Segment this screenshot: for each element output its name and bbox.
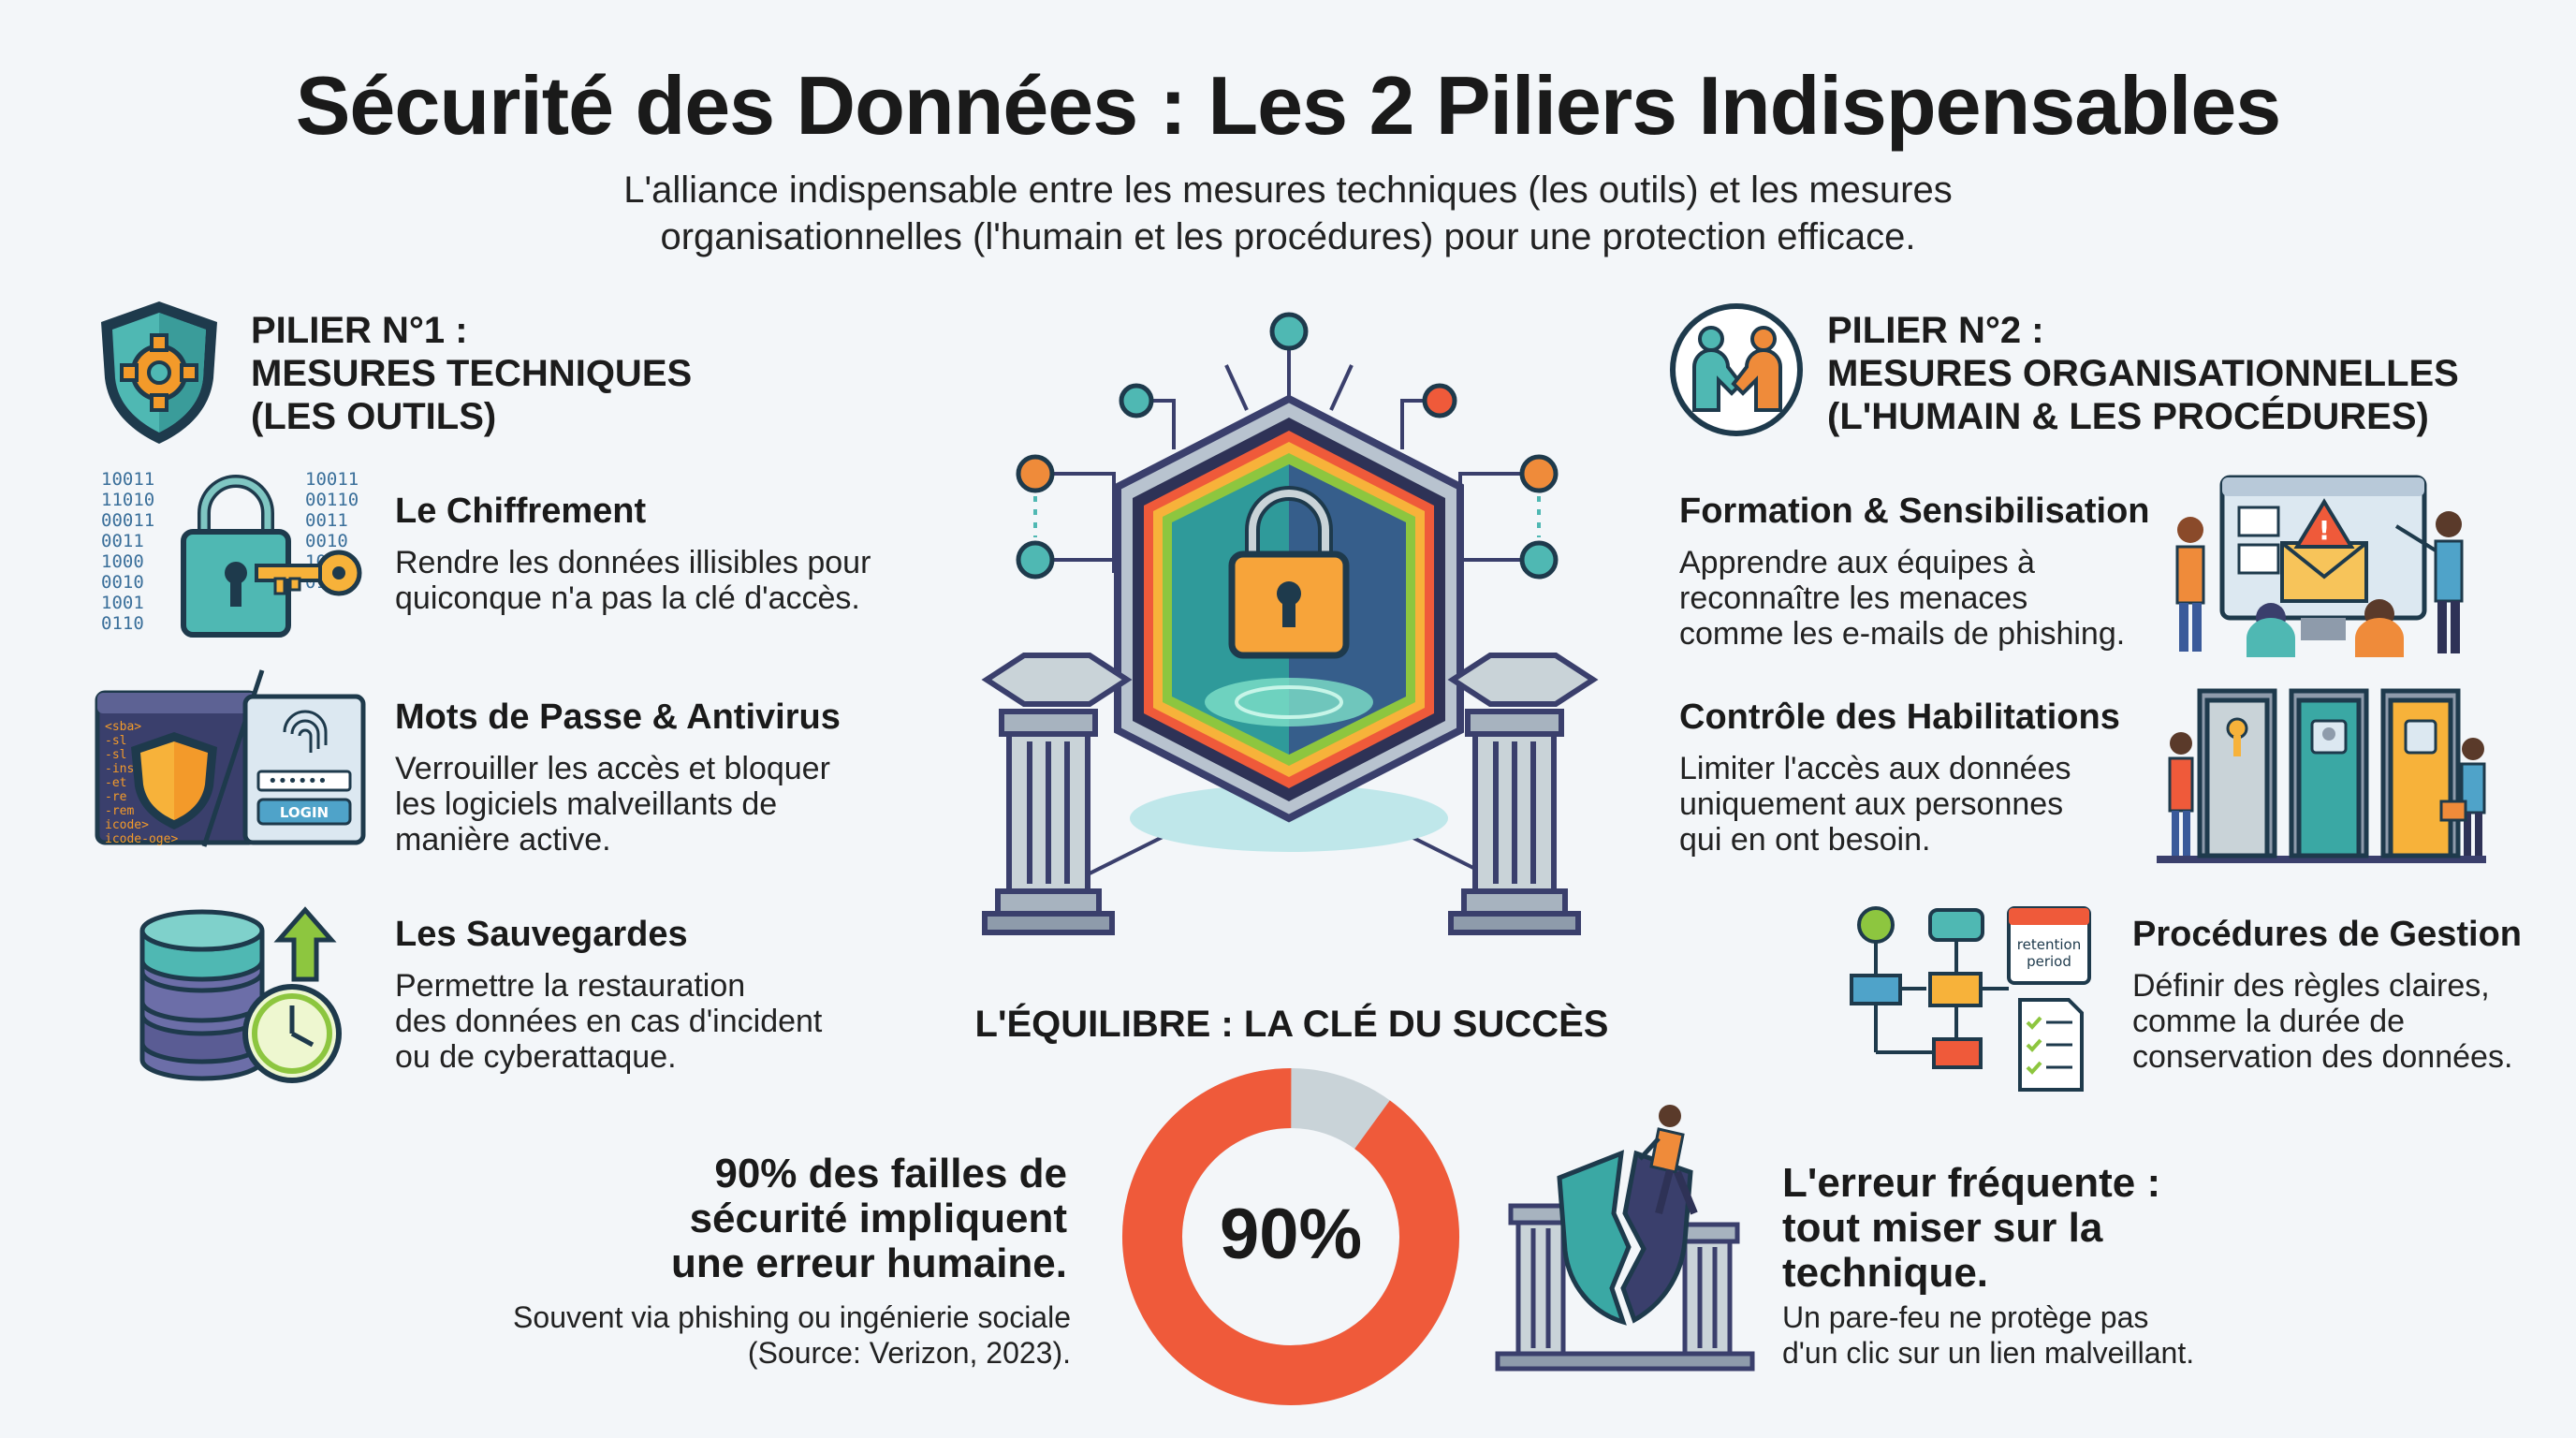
code-text: -et (105, 776, 126, 790)
binary-text: 0011 (101, 531, 144, 551)
svg-text:LOGIN: LOGIN (280, 804, 329, 821)
passwords-title: Mots de Passe & Antivirus (395, 697, 841, 737)
code-text: -sl (105, 748, 126, 762)
code-text: -ins (105, 762, 134, 776)
training-title: Formation & Sensibilisation (1679, 492, 2150, 531)
pillar1-item-encryption: Le Chiffrement Rendre les données illisi… (395, 491, 919, 616)
database-clock-icon (139, 906, 342, 1083)
access-doors-icon (2157, 688, 2486, 863)
access-desc: Limiter l'accès aux données uniquement a… (1679, 751, 2071, 858)
stat-donut-chart: 90% (1122, 1068, 1459, 1405)
balance-label: L'ÉQUILIBRE : LA CLÉ DU SUCCÈS (974, 1004, 1609, 1045)
stat-source-note: Souvent via phishing ou ingénierie socia… (513, 1300, 1071, 1370)
page-title: Sécurité des Données : Les 2 Piliers Ind… (295, 59, 2282, 152)
binary-text: 10011 (305, 469, 359, 490)
backups-title: Les Sauvegardes (395, 915, 688, 954)
pillar2-item-access: Contrôle des Habilitations Limiter l'acc… (1679, 697, 2166, 858)
code-text: <sba> (105, 720, 141, 734)
code-text: -sl (105, 734, 126, 748)
binary-text: 1000 (101, 551, 144, 572)
encryption-desc: Rendre les données illisibles pour quico… (395, 545, 871, 616)
binary-text: 0110 (101, 613, 144, 634)
binary-text: 0010 (101, 572, 144, 593)
procedures-desc: Définir des règles claires, comme la dur… (2132, 968, 2513, 1075)
pillar1-item-backups: Les Sauvegardes Permettre la restauratio… (395, 914, 919, 1075)
broken-shield-icon (1495, 1105, 1755, 1372)
svg-text:••••••: •••••• (268, 771, 328, 791)
binary-text: 0010 (305, 531, 348, 551)
encryption-title: Le Chiffrement (395, 492, 647, 531)
binary-text: 00011 (101, 510, 154, 531)
access-title: Contrôle des Habilitations (1679, 697, 2120, 737)
binary-text: 0011 (305, 510, 348, 531)
error-title: L'erreur fréquente : tout miser sur la t… (1782, 1160, 2161, 1296)
pillar2-item-training: Formation & Sensibilisation Apprendre au… (1679, 491, 2166, 652)
pillar2-title: PILIER N°2 : MESURES ORGANISATIONNELLES … (1827, 310, 2459, 437)
stat-title: 90% des failles de sécurité impliquent u… (670, 1151, 1067, 1286)
flowchart-calendar-icon: retention period (1850, 906, 2091, 1092)
backups-desc: Permettre la restauration des données en… (395, 968, 823, 1075)
code-text: -rem (105, 804, 134, 818)
binary-text: 1001 (101, 593, 144, 613)
hexagon-padlock-pillars-icon (981, 312, 1599, 935)
svg-text:retention: retention (2017, 936, 2081, 953)
svg-text:period: period (2027, 953, 2071, 970)
code-text: icode-oge> (105, 832, 178, 846)
svg-text:!: ! (2319, 515, 2331, 546)
code-text: -re (105, 790, 127, 804)
pillar2-item-procedures: Procédures de Gestion Définir des règles… (2132, 914, 2572, 1075)
procedures-title: Procédures de Gestion (2132, 915, 2523, 954)
handshake-icon (1670, 303, 1803, 436)
antivirus-login-icon: <sba>-sl-sl-ins-et-re-remicode>icode-oge… (95, 669, 366, 847)
pillar1-item-passwords: Mots de Passe & Antivirus Verrouiller le… (395, 697, 919, 858)
shield-gear-icon (101, 301, 217, 444)
error-desc: Un pare-feu ne protège pas d'un clic sur… (1782, 1300, 2195, 1370)
code-text: icode> (105, 818, 149, 832)
binary-text: 11010 (101, 490, 154, 510)
training-desc: Apprendre aux équipes à reconnaître les … (1679, 545, 2126, 652)
donut-value: 90% (1220, 1195, 1362, 1274)
pillar1-title: PILIER N°1 : MESURES TECHNIQUES (LES OUT… (251, 310, 693, 437)
training-screen-icon: ! (2175, 475, 2464, 657)
binary-text: 10011 (101, 469, 154, 490)
passwords-desc: Verrouiller les accès et bloquer les log… (395, 751, 830, 858)
binary-text: 00110 (305, 490, 359, 510)
page-subtitle: L'alliance indispensable entre les mesur… (623, 169, 1953, 257)
